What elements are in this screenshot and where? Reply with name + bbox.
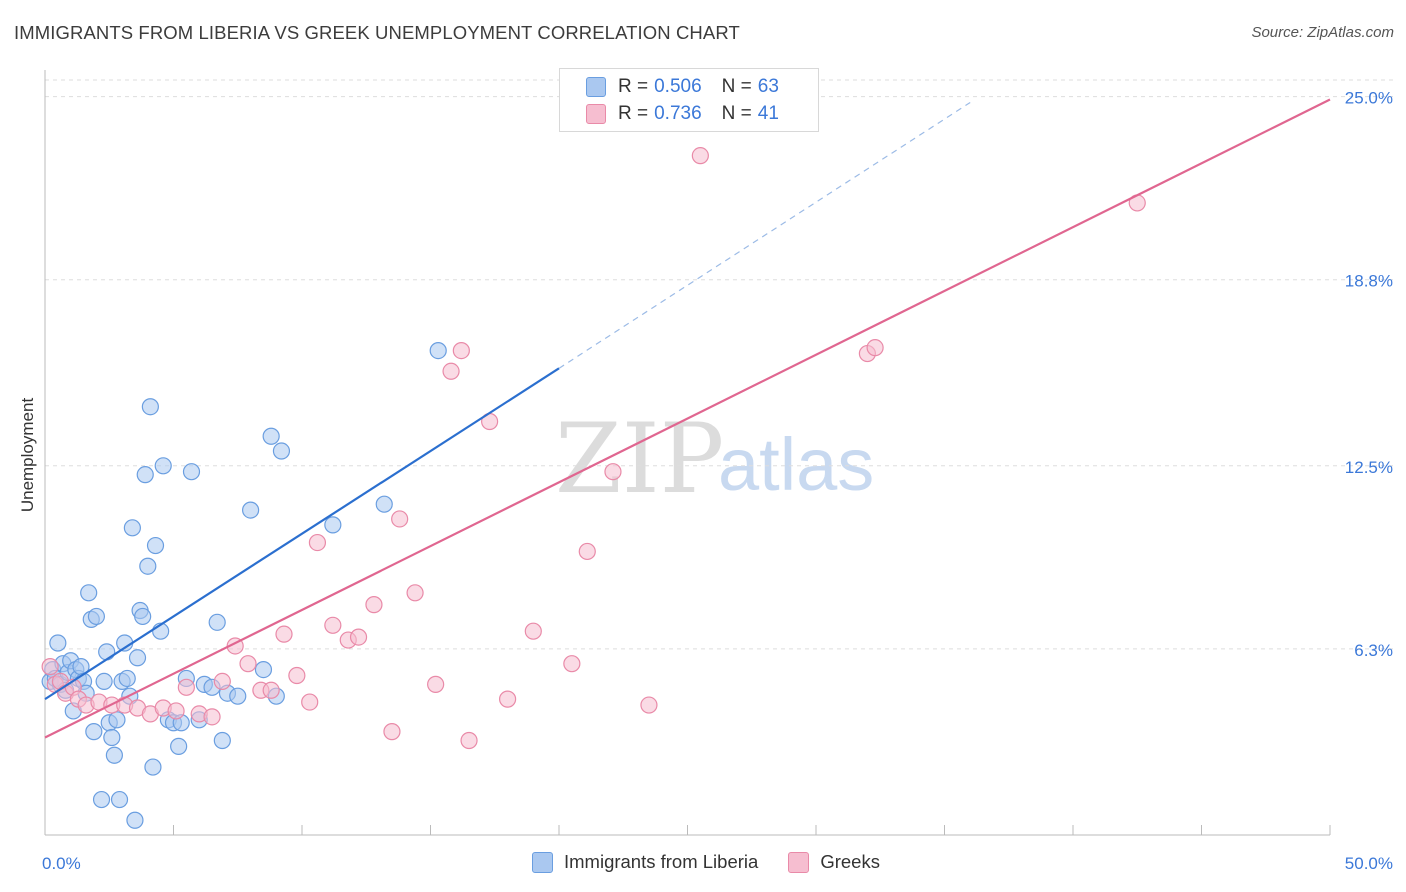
greeks-point [604,463,622,481]
chart-title: IMMIGRANTS FROM LIBERIA VS GREEK UNEMPLO… [14,22,740,43]
liberia-point [254,660,273,679]
liberia-point [229,687,247,705]
greeks-point [563,655,581,673]
liberia-point [80,584,98,602]
liberia-point [141,398,159,416]
y-axis-label: Unemployment [18,397,37,513]
liberia-trendline [44,367,560,701]
legend-r-value: 0.506 [654,76,702,97]
liberia-point [105,746,123,764]
greeks-point [239,655,257,673]
greeks-point [288,666,306,685]
series-legend: Immigrants from Liberia Greeks [532,851,910,873]
x-tick-label-min: 0.0% [42,854,81,873]
legend-row-greeks: R = 0.736 N = 41 [586,102,779,126]
greeks-point [203,708,221,726]
greeks-point [442,362,460,380]
series-swatch-blue [532,851,553,873]
liberia-trendline-extension [558,101,971,369]
liberia-point [375,495,393,513]
liberia-point [134,607,152,626]
greeks-point [406,584,424,602]
series-swatch-pink [788,851,810,873]
liberia-point [146,536,165,555]
liberia-point [126,811,144,829]
stats-legend: R = 0.506 N = 63 R = 0.736 N = 41 [559,68,819,132]
liberia-point [242,501,260,519]
greeks-point [349,628,368,646]
greeks-point [275,625,293,643]
liberia-point [108,711,126,729]
watermark-atlas: atlas [718,423,874,506]
y-tick-label: 12.5% [1345,458,1393,477]
liberia-point [170,737,188,755]
liberia-point [262,427,280,445]
legend-r-value: 0.736 [654,103,702,124]
liberia-point [429,341,447,360]
legend-n-value: 41 [757,103,779,124]
greeks-trendline [44,98,1331,739]
legend-swatch-pink [586,104,606,124]
legend-r-label: R = [618,103,649,124]
y-tick-label: 18.8% [1345,272,1393,291]
liberia-point [85,723,103,741]
series-legend-label: Greeks [820,851,880,872]
series-legend-liberia[interactable]: Immigrants from Liberia [532,851,758,873]
greeks-point [578,542,596,561]
liberia-point [182,463,201,481]
greeks-point [866,339,884,357]
greeks-point [177,678,195,696]
liberia-point [87,607,106,626]
greeks-point [41,658,59,676]
greeks-point [427,675,445,693]
liberia-point [92,790,111,809]
series-legend-label: Immigrants from Liberia [564,851,759,872]
greeks-point [452,341,470,360]
watermark-zip: ZIP [555,403,724,515]
liberia-point [123,519,141,537]
liberia-point [128,649,147,667]
series-legend-greeks[interactable]: Greeks [788,851,880,873]
greeks-point [167,702,185,720]
y-tick-label: 6.3% [1354,641,1393,660]
liberia-point [95,672,113,691]
legend-n-label: N = [721,103,752,124]
legend-row-liberia: R = 0.506 N = 63 [586,75,779,99]
liberia-point [139,557,157,575]
greeks-point [499,690,517,708]
liberia-point [110,790,129,809]
liberia-point [136,466,154,484]
liberia-point [208,613,226,631]
greeks-point [640,696,658,714]
legend-n-label: N = [721,76,752,97]
liberia-point [272,442,291,460]
liberia-point [118,669,136,688]
greeks-point [691,147,709,165]
liberia-point [324,516,342,534]
greeks-point [391,510,409,528]
greeks-point [262,681,280,699]
liberia-point [144,758,162,776]
liberia-point [103,728,121,747]
liberia-point [154,457,172,475]
x-tick-label-max: 50.0% [1345,854,1393,873]
greeks-point [524,622,542,640]
greeks-point [383,723,401,741]
liberia-point [49,634,67,652]
legend-swatch-blue [586,77,606,97]
legend-r-label: R = [618,76,649,97]
greeks-point [213,672,231,691]
greeks-point [324,616,342,634]
source-label: Source: ZipAtlas.com [1251,24,1394,41]
greeks-point [460,731,478,750]
liberia-point [213,731,231,750]
greeks-point [308,533,327,552]
liberia-point [98,643,116,661]
greeks-point [365,596,383,614]
greeks-point [301,693,319,711]
y-tick-label: 25.0% [1345,89,1393,108]
legend-n-value: 63 [757,76,779,97]
